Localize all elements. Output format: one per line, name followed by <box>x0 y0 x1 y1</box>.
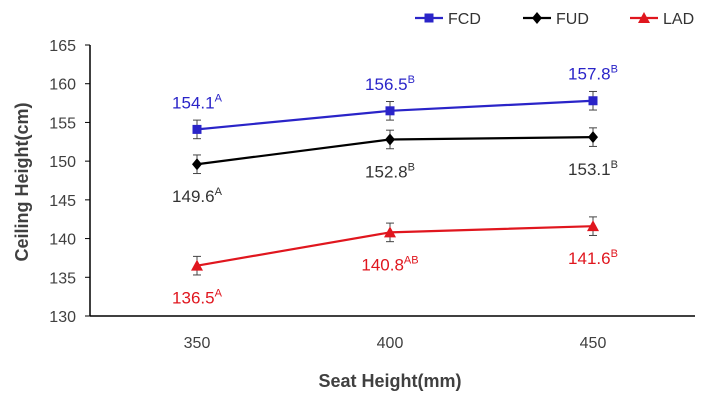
y-tick-label: 140 <box>49 232 76 249</box>
data-label: 140.8AB <box>361 254 418 274</box>
data-label-superscript: A <box>215 288 223 300</box>
data-label-superscript: A <box>215 92 223 104</box>
data-label-superscript: B <box>408 74 415 86</box>
data-label: 136.5A <box>172 288 223 308</box>
data-point <box>588 96 598 106</box>
y-tick-label: 135 <box>49 270 76 287</box>
legend-label: FUD <box>556 11 589 28</box>
data-label-superscript: B <box>611 248 618 260</box>
series-lad <box>191 216 599 276</box>
series-line <box>196 99 594 131</box>
y-tick-label: 145 <box>49 193 76 210</box>
data-point <box>192 158 202 171</box>
data-label-value: 149.6 <box>172 187 215 206</box>
data-label: 157.8B <box>568 64 618 84</box>
data-point <box>587 220 599 232</box>
data-label-value: 136.5 <box>172 289 215 308</box>
data-label: 152.8B <box>365 161 415 181</box>
y-tick-label: 150 <box>49 154 76 171</box>
legend-marker <box>532 12 542 24</box>
legend-item-fud: FUD <box>523 11 589 28</box>
data-label-superscript: B <box>611 159 618 171</box>
data-point <box>384 226 396 238</box>
x-tick-label: 450 <box>580 335 607 352</box>
x-tick-label: 350 <box>184 335 211 352</box>
legend-marker <box>638 12 650 23</box>
legend-marker <box>424 13 434 23</box>
data-point <box>588 131 598 144</box>
data-label-value: 157.8 <box>568 65 611 84</box>
data-label: 156.5B <box>365 74 415 94</box>
x-axis-title: Seat Height(mm) <box>318 371 461 391</box>
legend: FCD FUD LAD <box>415 11 694 28</box>
y-tick-label: 160 <box>49 77 76 94</box>
legend-label: FCD <box>448 11 481 28</box>
legend-item-fcd: FCD <box>415 11 481 28</box>
data-label-value: 154.1 <box>172 93 215 112</box>
data-label: 153.1B <box>568 159 618 179</box>
data-label-value: 156.5 <box>365 75 408 94</box>
y-axis-title: Ceiling Height(cm) <box>12 102 32 261</box>
series-line <box>196 136 594 166</box>
data-label-value: 152.8 <box>365 162 408 181</box>
x-axis-ticks: 350 400 450 <box>184 335 607 352</box>
data-point <box>192 124 202 134</box>
series-layer <box>191 90 599 276</box>
y-tick-label: 165 <box>49 38 76 55</box>
data-point <box>191 259 203 271</box>
data-label: 141.6B <box>568 248 618 268</box>
data-label: 149.6A <box>172 186 223 206</box>
series-fud <box>192 127 598 175</box>
data-point <box>385 133 395 146</box>
x-tick-label: 400 <box>377 335 404 352</box>
data-point <box>385 106 395 116</box>
y-tick-label: 155 <box>49 115 76 132</box>
data-label: 154.1A <box>172 92 223 112</box>
legend-label: LAD <box>663 11 694 28</box>
data-label-value: 153.1 <box>568 160 611 179</box>
data-label-superscript: B <box>611 64 618 76</box>
data-label-superscript: AB <box>404 254 419 266</box>
plot-area <box>89 45 695 317</box>
y-tick-label: 130 <box>49 309 76 326</box>
data-label-superscript: A <box>215 186 223 198</box>
data-label-superscript: B <box>408 161 415 173</box>
legend-item-lad: LAD <box>630 11 694 28</box>
data-label-value: 141.6 <box>568 249 611 268</box>
y-axis-ticks: 130 135 140 145 150 155 160 165 <box>49 38 90 326</box>
data-label-value: 140.8 <box>361 255 404 274</box>
series-fcd <box>192 90 598 140</box>
